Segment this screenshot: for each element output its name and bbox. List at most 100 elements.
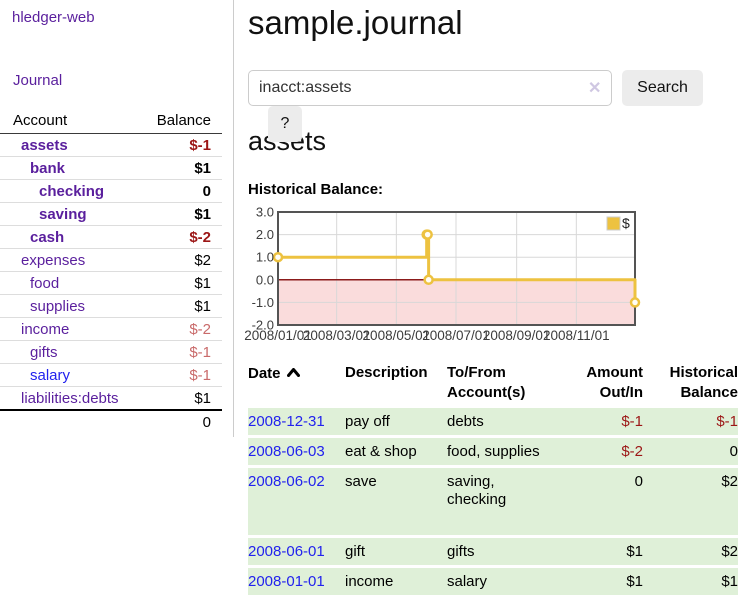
x-tick-label: 2008/07/01 [422,328,490,343]
register-row: 2008-06-02 save saving, checking 0 $2 [248,466,738,538]
register-row: 2008-06-01 gift gifts $1 $2 [248,536,738,568]
account-link[interactable]: saving [39,206,87,223]
account-link[interactable]: supplies [30,298,86,315]
account-balance: $1 [143,271,222,295]
data-point-marker [423,274,434,286]
account-balance: $-2 [143,317,222,341]
transaction-balance: $2 [643,536,738,568]
x-tick-label: 2008/03/01 [303,328,371,343]
clear-search-icon[interactable]: ✕ [588,80,602,97]
legend-swatch [606,216,621,231]
transaction-amount: $1 [565,536,643,568]
register-header-description: Description [345,364,428,381]
x-tick-label: 2008/11/01 [543,328,610,343]
transaction-accounts: saving, checking [447,466,565,538]
data-point-marker [272,251,284,263]
transaction-description: gift [345,536,447,568]
data-point-marker [422,229,433,240]
accounts-header-balance: Balance [143,110,222,134]
account-link[interactable]: liabilities:debts [21,390,119,407]
x-tick-label: 2008/05/01 [363,328,431,343]
transaction-accounts: gifts [447,536,565,568]
chart-title: Historical Balance: [248,181,384,198]
historical-balance-chart: $3.0 2.0 1.0 0.0 -1.0 -2.0 2008/01/01 2008/03/0… [244,204,742,344]
account-heading: assets [248,126,742,156]
account-balance: $-1 [143,133,222,157]
help-button[interactable]: ? [268,106,302,142]
accounts-total-balance: 0 [202,414,211,431]
search-input[interactable] [248,70,612,106]
account-row: food $1 [0,271,222,295]
accounts-total-row: 0 [0,410,222,433]
transaction-description: eat & shop [345,436,447,468]
transaction-date-link[interactable]: 2008-06-03 [248,443,325,460]
data-point-marker [629,297,641,308]
register-header-amount: Amount Out/In [586,364,643,401]
register-table: Date Description To/From Account(s) Amou… [248,361,738,598]
legend-label: $ [622,215,630,231]
account-row: gifts $-1 [0,340,222,364]
y-tick-label: -2.0 [252,318,274,333]
main-content: sample.journal ✕ Search ? assets Histori… [244,0,742,598]
account-link[interactable]: salary [30,367,71,384]
account-link[interactable]: bank [30,160,66,177]
account-balance: $-1 [143,363,222,387]
transaction-balance: $2 [643,466,738,538]
y-tick-label: 3.0 [256,205,274,220]
page-title: sample.journal [248,4,463,41]
y-tick-label: 2.0 [256,227,274,242]
transaction-date-link[interactable]: 2008-12-31 [248,413,325,430]
account-row: assets $-1 [0,133,222,157]
register-row: 2008-12-31 pay off debts $-1 $-1 [248,408,738,438]
register-header-accounts: To/From Account(s) [447,364,526,401]
transaction-amount: $-1 [565,408,643,438]
y-tick-label: 0.0 [256,272,274,287]
account-row: liabilities:debts $1 [0,386,222,411]
account-balance: $1 [143,386,222,411]
account-link[interactable]: expenses [21,252,86,269]
account-link[interactable]: checking [39,183,105,200]
y-tick-label: -1.0 [252,295,274,310]
search-button[interactable]: Search [622,70,703,106]
account-row: checking 0 [0,179,222,203]
sidebar-item-journal[interactable]: Journal [13,72,63,89]
account-balance: $-1 [143,340,222,364]
account-row: expenses $2 [0,248,222,272]
transaction-amount: 0 [565,466,643,538]
sort-ascending-icon [286,363,300,383]
search-bar: ✕ Search ? [248,70,742,142]
account-row: income $-2 [0,317,222,341]
account-balance: 0 [143,179,222,203]
accounts-header-account: Account [0,110,144,134]
account-link[interactable]: income [21,321,70,338]
sidebar: hledger-web Journal Account Balance asse… [0,0,234,437]
account-link[interactable]: food [30,275,60,292]
transaction-balance: 0 [643,436,738,468]
transaction-description: pay off [345,408,447,438]
account-row: cash $-2 [0,225,222,249]
accounts-table: Account Balance assets $-1 bank $1 checking 0… [0,110,222,433]
account-row: saving $1 [0,202,222,226]
chart-canvas: $3.0 2.0 1.0 0.0 -1.0 -2.02008/01/012008/03/0… [244,205,641,343]
account-balance: $1 [143,156,222,180]
x-tick-label: 2008/01/01 [244,328,312,343]
transaction-date-link[interactable]: 2008-06-02 [248,473,325,490]
register-header-balance: Historical Balance [669,364,738,401]
transaction-accounts: food, supplies [447,436,565,468]
y-tick-label: 1.0 [256,250,274,265]
account-link[interactable]: gifts [30,344,58,361]
account-balance: $2 [143,248,222,272]
x-tick-label: 2008/09/01 [483,328,551,343]
transaction-description: save [345,466,447,538]
account-link[interactable]: cash [30,229,65,246]
account-row: bank $1 [0,156,222,180]
transaction-balance: $-1 [643,408,738,438]
account-balance: $1 [143,202,222,226]
transaction-accounts: debts [447,408,565,438]
account-balance: $1 [143,294,222,318]
account-link[interactable]: assets [21,137,68,154]
app-title-link[interactable]: hledger-web [12,9,95,26]
transaction-date-link[interactable]: 2008-06-01 [248,543,325,560]
register-row: 2008-06-03 eat & shop food, supplies $-2 0 [248,436,738,468]
account-row: supplies $1 [0,294,222,318]
